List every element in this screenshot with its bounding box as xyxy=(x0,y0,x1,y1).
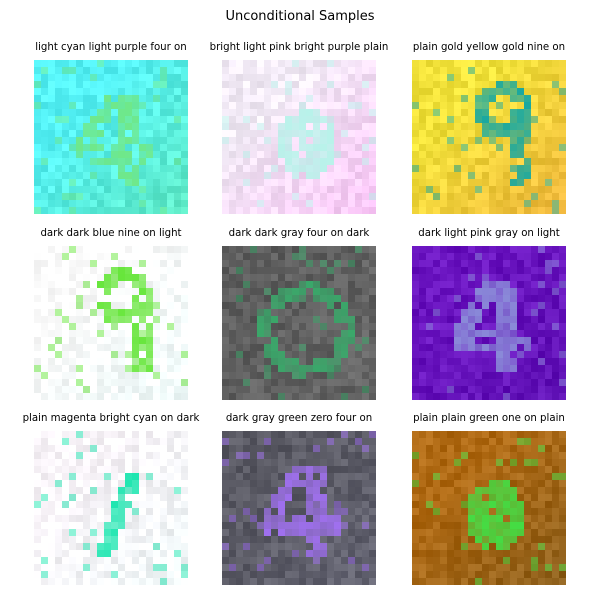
sample-image xyxy=(222,431,376,585)
sample-label: dark dark blue nine on light xyxy=(40,228,182,239)
sample-image xyxy=(222,246,376,400)
sample-image xyxy=(34,431,188,585)
sample-label: plain gold yellow gold nine on xyxy=(412,42,566,53)
sample-image xyxy=(222,60,376,214)
sample-label: plain plain green one on plain xyxy=(413,413,565,424)
sample-label: dark gray green zero four on xyxy=(225,413,373,424)
sample-image xyxy=(412,431,566,585)
sample-label: dark light pink gray on light xyxy=(418,228,560,239)
sample-label: light cyan light purple four on xyxy=(35,42,187,53)
sample-image xyxy=(34,60,188,214)
sample-image xyxy=(412,60,566,214)
page-title: Unconditional Samples xyxy=(225,9,375,24)
sample-label: dark dark gray four on dark xyxy=(228,228,370,239)
sample-image xyxy=(34,246,188,400)
sample-image xyxy=(412,246,566,400)
sample-label: bright light pink bright purple plain xyxy=(209,42,389,53)
sample-label: plain magenta bright cyan on dark xyxy=(22,413,200,424)
